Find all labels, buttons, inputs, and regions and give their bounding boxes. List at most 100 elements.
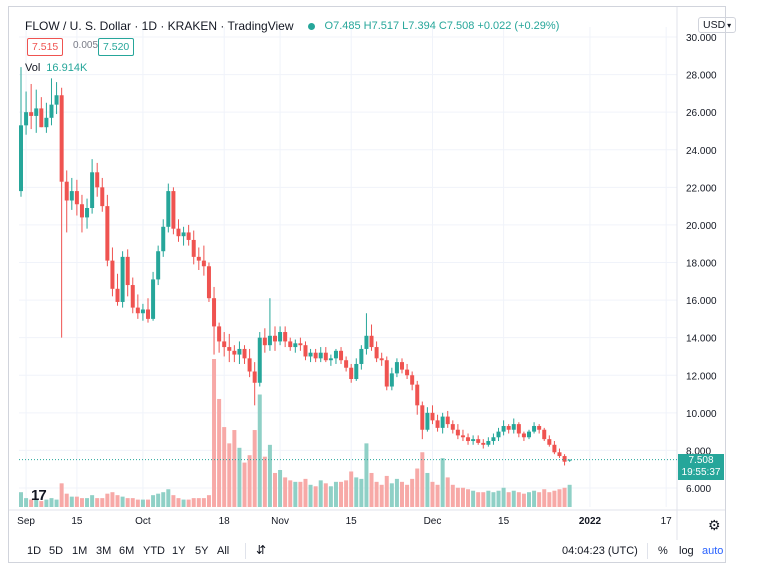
volume-bar (537, 492, 542, 507)
volume-bar (542, 489, 547, 507)
volume-bar (547, 492, 552, 507)
currency-button[interactable]: USD ▾ (698, 17, 737, 33)
timeframe-ytd[interactable]: YTD (143, 545, 165, 557)
volume-bar (354, 477, 359, 507)
candle-body (339, 350, 344, 361)
candle-body (333, 350, 338, 359)
volume-bar (171, 495, 176, 507)
candle-body (186, 232, 191, 240)
timeframe-1y[interactable]: 1Y (172, 545, 186, 557)
volume-bar (156, 493, 161, 507)
y-tick-label: 24.000 (686, 146, 717, 157)
volume-bar (455, 487, 460, 507)
timeframe-5d[interactable]: 5D (49, 545, 64, 557)
candle-body (318, 352, 323, 359)
volume-bar (262, 456, 267, 507)
percent-scale-toggle[interactable]: % (658, 545, 668, 557)
toolbar-divider (245, 543, 246, 559)
y-tick-label: 8.000 (686, 446, 711, 457)
candle-body (206, 266, 211, 299)
candle-body (547, 439, 552, 445)
volume-bar (562, 487, 567, 507)
volume-bar (278, 470, 283, 507)
utc-clock[interactable]: 04:04:23 (UTC) (562, 545, 638, 557)
candle-body (313, 352, 318, 359)
candle-body (293, 343, 298, 348)
volume-bar (298, 481, 303, 507)
candle-body (120, 256, 125, 302)
candle-body (562, 456, 567, 462)
candle-body (557, 452, 562, 457)
candle-body (537, 425, 542, 430)
candle-body (24, 112, 29, 126)
gear-icon[interactable]: ⚙ (708, 517, 721, 533)
volume-bar (516, 492, 521, 507)
volume-bar (24, 498, 29, 507)
volume-bar (486, 490, 491, 507)
volume-bar (532, 490, 537, 507)
bid-price[interactable]: 7.515 (27, 38, 64, 56)
symbol-title[interactable]: FLOW / U. S. Dollar · 1D · KRAKEN · Trad… (25, 19, 294, 33)
calendar-range-icon[interactable]: ⇵ (256, 543, 267, 557)
candle-body (389, 373, 394, 387)
x-tick-label: 17 (661, 516, 673, 527)
log-scale-toggle[interactable]: log (679, 545, 694, 557)
timeframe-3m[interactable]: 3M (96, 545, 112, 557)
volume-bar (293, 481, 298, 507)
volume-bar (135, 499, 140, 507)
candle-body (455, 429, 460, 436)
candle-body (394, 362, 399, 374)
volume-value: 16.914K (46, 62, 88, 74)
volume-bar (333, 481, 338, 507)
candle-body (115, 288, 120, 302)
candle-body (481, 442, 486, 445)
volume-bar (212, 359, 217, 507)
candlestick-chart[interactable]: 30.000 28.000 26.000 24.000 22.000 20.000 18.0… (9, 7, 725, 540)
x-tick-label: 18 (219, 516, 231, 527)
volume-legend: Vol 16.914K (25, 62, 87, 74)
volume-bar (130, 498, 135, 507)
tradingview-logo-icon[interactable]: 17 (31, 487, 47, 504)
candle-body (420, 405, 425, 430)
candle-body (298, 343, 303, 346)
volume-bar (430, 481, 435, 507)
volume-bar (237, 447, 242, 507)
x-tick-label: 15 (71, 516, 83, 527)
candle-body (501, 425, 506, 432)
timeframe-1d[interactable]: 1D (27, 545, 42, 557)
volume-bar (303, 478, 308, 507)
x-tick-label: 15 (498, 516, 510, 527)
volume-bar (394, 478, 399, 507)
timeframe-6m[interactable]: 6M (119, 545, 135, 557)
volume-bar (405, 484, 410, 507)
volume-bar (384, 475, 389, 507)
volume-bar (161, 492, 166, 507)
volume-bar (74, 496, 79, 507)
candle-body (232, 350, 237, 355)
volume-bar (344, 480, 349, 507)
auto-scale-toggle[interactable]: auto (702, 545, 724, 557)
candle-body (64, 181, 69, 201)
candle-body (440, 416, 445, 428)
candle-body (34, 108, 39, 116)
volume-bar (166, 489, 171, 507)
volume-bar (252, 430, 257, 507)
volume-bar (460, 487, 465, 507)
candle-body (171, 191, 176, 229)
volume-bar (267, 444, 272, 507)
x-tick-label: Dec (424, 516, 442, 527)
ask-price[interactable]: 7.520 (98, 38, 135, 56)
volume-bar (374, 481, 379, 507)
volume-bar (445, 477, 450, 507)
timeframe-all[interactable]: All (217, 545, 230, 557)
candle-body (181, 232, 186, 237)
volume-bar (471, 490, 476, 507)
timeframe-5y[interactable]: 5Y (195, 545, 209, 557)
volume-bar (379, 484, 384, 507)
volume-bar (232, 430, 237, 507)
volume-bar (415, 468, 420, 507)
candle-body (308, 352, 313, 357)
y-tick-label: 28.000 (686, 71, 717, 82)
timeframe-1m[interactable]: 1M (72, 545, 88, 557)
volume-bar (359, 478, 364, 507)
